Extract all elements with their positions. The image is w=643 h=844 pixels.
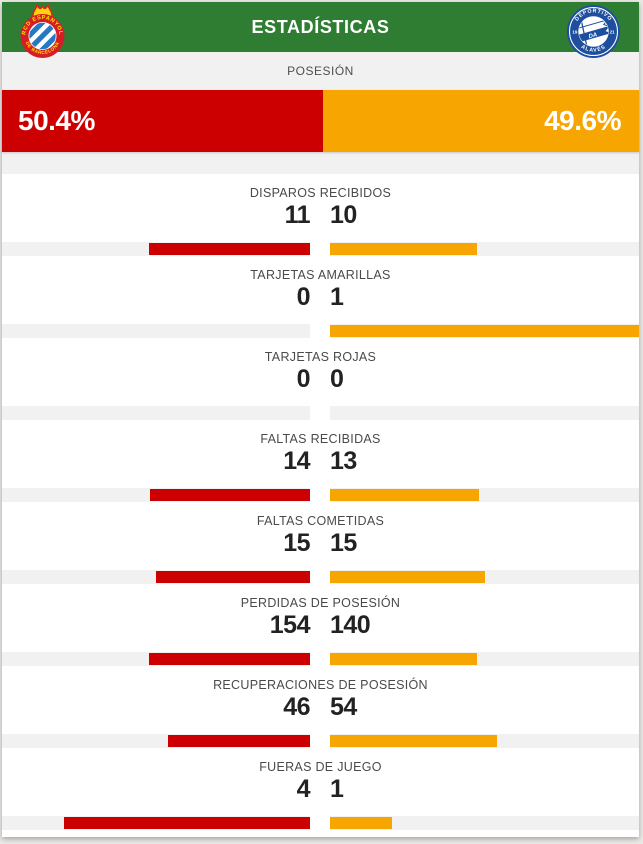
stat-away-bar-track — [330, 570, 639, 584]
stat-away-value: 13 — [330, 447, 357, 475]
possession-section: POSESIÓN — [2, 52, 639, 90]
svg-text:ALAVÉS: ALAVÉS — [580, 44, 607, 54]
stat-label: PERDIDAS DE POSESIÓN — [240, 596, 401, 610]
alaves-ring-text-bottom: ALAVÉS — [580, 44, 606, 54]
possession-home-bar: 50.4% — [2, 90, 324, 152]
stat-label: RECUPERACIONES DE POSESIÓN — [213, 678, 428, 692]
stat-away-value: 1 — [330, 283, 344, 311]
stat-home-value: 154 — [269, 611, 311, 639]
stat-home-bar — [168, 735, 310, 747]
stat-home-bar — [148, 653, 310, 665]
stat-away-bar — [330, 243, 478, 255]
stat-away-value: 15 — [330, 529, 357, 557]
possession-away-value: 49.6% — [544, 105, 621, 136]
stat-away-bar-track — [330, 652, 639, 666]
stat-label: TARJETAS ROJAS — [264, 350, 377, 364]
stat-label: FALTAS COMETIDAS — [256, 514, 385, 528]
alaves-crest-icon: DEPORTIVO ALAVÉS 19 21 DA — [566, 4, 621, 59]
card-bottom-spacer — [2, 830, 639, 837]
stat-home-value: 0 — [296, 283, 311, 311]
stat-away-bar-track — [330, 488, 639, 502]
stat-home-bar-track — [2, 488, 310, 502]
stat-home-value: 14 — [283, 447, 310, 475]
stat-home-bar — [156, 571, 310, 583]
stat-home-bar-track — [2, 242, 310, 256]
stat-away-bar — [330, 325, 639, 337]
stat-home-bar — [148, 243, 310, 255]
stat-row: TARJETAS AMARILLAS 0 1 — [2, 256, 639, 338]
stat-label: DISPAROS RECIBIDOS — [249, 186, 392, 200]
stat-home-bar — [150, 489, 310, 501]
stat-row: DISPAROS RECIBIDOS 11 10 — [2, 174, 639, 256]
stat-row: FALTAS COMETIDAS 15 15 — [2, 502, 639, 584]
stat-home-value: 11 — [284, 201, 311, 229]
stat-home-bar-track — [2, 734, 310, 748]
divider-strip — [2, 152, 639, 174]
stat-home-bar-track — [2, 570, 310, 584]
stat-away-bar — [330, 653, 478, 665]
stat-home-value: 46 — [283, 693, 310, 721]
stat-home-bar-track — [2, 652, 310, 666]
possession-home-value: 50.4% — [18, 105, 95, 136]
stat-away-bar — [330, 817, 392, 829]
stat-away-value: 54 — [330, 693, 357, 721]
stat-home-value: 0 — [296, 365, 311, 393]
stat-home-value: 15 — [283, 529, 310, 557]
possession-label: POSESIÓN — [287, 64, 354, 78]
stat-label: FALTAS RECIBIDAS — [260, 432, 381, 446]
stat-row: FALTAS RECIBIDAS 14 13 — [2, 420, 639, 502]
stat-label: TARJETAS AMARILLAS — [250, 268, 391, 282]
stat-row: FUERAS DE JUEGO 4 1 — [2, 748, 639, 830]
stat-away-bar-track — [330, 406, 639, 420]
stat-away-value: 140 — [330, 611, 371, 639]
stat-row: TARJETAS ROJAS 0 0 — [2, 338, 639, 420]
stat-home-bar-track — [2, 816, 310, 830]
stat-away-value: 0 — [330, 365, 344, 393]
stat-label: FUERAS DE JUEGO — [259, 760, 382, 774]
alaves-year-left: 19 — [572, 29, 577, 34]
stat-away-bar-track — [330, 324, 639, 338]
espanyol-crest-icon: RCD ESPANYOL DE BARCELONA — [20, 2, 65, 58]
possession-bar: 50.4% 49.6% — [2, 90, 639, 152]
stat-home-bar — [63, 817, 310, 829]
alaves-year-right: 21 — [610, 29, 615, 34]
header-bar: RCD ESPANYOL DE BARCELONA ESTADÍSTICAS — [2, 2, 639, 59]
stat-away-bar-track — [330, 816, 639, 830]
stat-home-bar-track — [2, 406, 310, 420]
stat-home-bar-track — [2, 324, 310, 338]
stat-away-bar — [330, 489, 479, 501]
stat-away-value: 10 — [330, 201, 357, 229]
stat-away-bar — [330, 571, 485, 583]
stat-away-bar-track — [330, 734, 639, 748]
alaves-monogram: DA — [588, 32, 598, 40]
page-title: ESTADÍSTICAS — [251, 16, 390, 37]
stat-home-value: 4 — [296, 775, 311, 803]
stat-away-value: 1 — [330, 775, 344, 803]
possession-away-bar: 49.6% — [323, 90, 639, 152]
stat-row: PERDIDAS DE POSESIÓN 154 140 — [2, 584, 639, 666]
stat-away-bar-track — [330, 242, 639, 256]
stat-away-bar — [330, 735, 497, 747]
stat-row: RECUPERACIONES DE POSESIÓN 46 54 — [2, 666, 639, 748]
stats-list: DISPAROS RECIBIDOS 11 10 TARJETAS AMARIL… — [2, 174, 639, 830]
